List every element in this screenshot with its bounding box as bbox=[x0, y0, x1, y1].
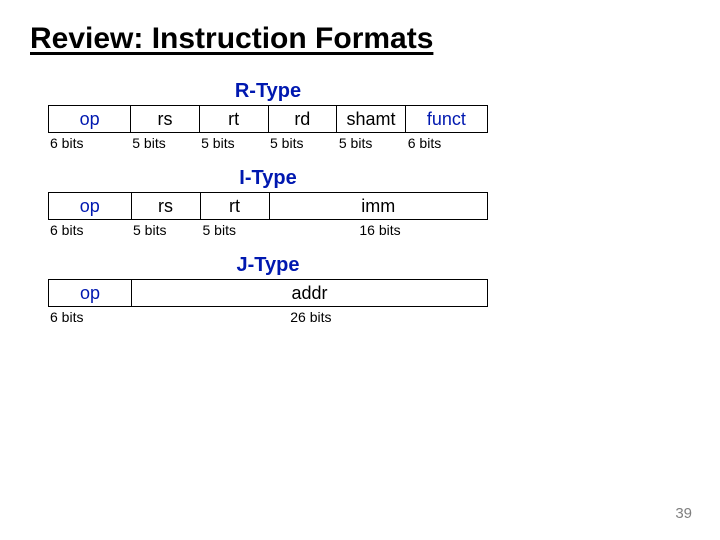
i-type-bits: 6 bits 5 bits 5 bits 16 bits bbox=[48, 222, 488, 238]
field-r-shamt: shamt bbox=[337, 105, 406, 133]
bits-j-op: 6 bits bbox=[48, 309, 132, 325]
field-i-rs: rs bbox=[132, 192, 201, 220]
bits-i-op: 6 bits bbox=[48, 222, 131, 238]
i-type-label: I-Type bbox=[48, 167, 488, 190]
field-r-op: op bbox=[48, 105, 131, 133]
bits-i-rt: 5 bits bbox=[201, 222, 271, 238]
r-type-label: R-Type bbox=[48, 80, 488, 103]
field-i-imm: imm bbox=[270, 192, 489, 220]
bits-i-rs: 5 bits bbox=[131, 222, 201, 238]
r-type-fields: op rs rt rd shamt funct bbox=[48, 105, 488, 133]
bits-r-funct: 6 bits bbox=[406, 135, 488, 151]
field-r-rt: rt bbox=[200, 105, 269, 133]
field-i-op: op bbox=[48, 192, 132, 220]
field-i-rt: rt bbox=[201, 192, 270, 220]
page-title: Review: Instruction Formats bbox=[30, 22, 433, 56]
field-r-rs: rs bbox=[131, 105, 200, 133]
bits-i-imm: 16 bits bbox=[270, 222, 488, 238]
field-r-rd: rd bbox=[269, 105, 338, 133]
j-type-bits: 6 bits 26 bits bbox=[48, 309, 488, 325]
field-r-funct: funct bbox=[406, 105, 488, 133]
field-j-op: op bbox=[48, 279, 132, 307]
bits-j-addr: 26 bits bbox=[132, 309, 488, 325]
slide: Review: Instruction Formats R-Type op rs… bbox=[0, 0, 720, 540]
bits-r-op: 6 bits bbox=[48, 135, 130, 151]
bits-r-rs: 5 bits bbox=[130, 135, 199, 151]
formats-container: R-Type op rs rt rd shamt funct 6 bits 5 … bbox=[48, 80, 488, 341]
bits-r-shamt: 5 bits bbox=[337, 135, 406, 151]
bits-r-rd: 5 bits bbox=[268, 135, 337, 151]
j-type-label: J-Type bbox=[48, 254, 488, 277]
field-j-addr: addr bbox=[132, 279, 488, 307]
bits-r-rt: 5 bits bbox=[199, 135, 268, 151]
page-number: 39 bbox=[675, 505, 692, 522]
r-type-bits: 6 bits 5 bits 5 bits 5 bits 5 bits 6 bit… bbox=[48, 135, 488, 151]
j-type-fields: op addr bbox=[48, 279, 488, 307]
i-type-fields: op rs rt imm bbox=[48, 192, 488, 220]
